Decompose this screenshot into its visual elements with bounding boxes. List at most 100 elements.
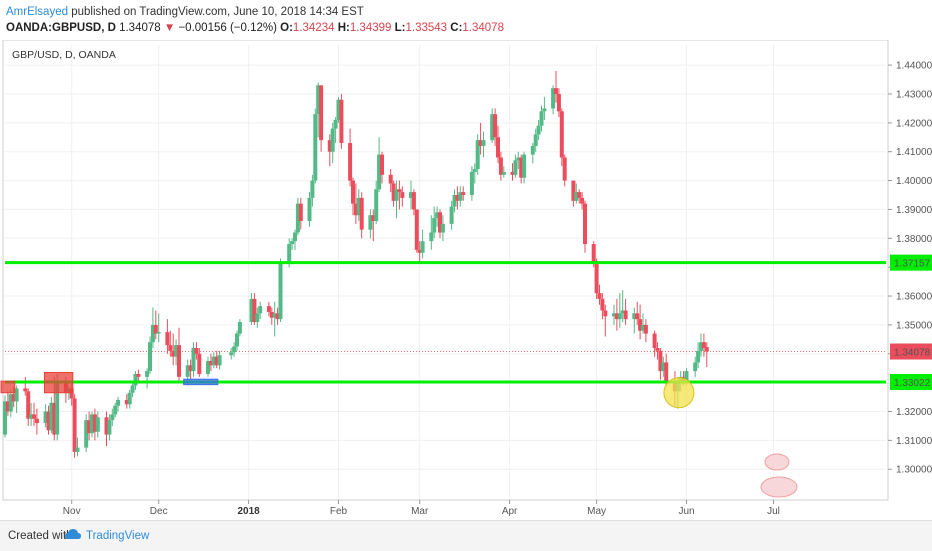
candle-body [29,414,34,419]
publish-line: AmrElsayed published on TradingView.com,… [6,6,364,18]
candle-body [380,154,384,175]
yellow-highlight-circle [663,377,695,409]
candle [658,347,663,380]
candle-body [359,197,364,230]
candle [165,319,170,354]
candle [191,342,196,377]
candle [583,200,587,253]
candle-body [255,313,260,323]
candle-body [623,310,628,320]
candle [353,183,358,224]
candle [168,330,173,357]
candle [440,215,445,242]
candle-body [214,356,219,366]
candle-body [194,347,199,354]
price-tick-label: 1.44000 [896,61,932,72]
candle [394,180,399,219]
candle-body [556,93,561,112]
candle-body [69,388,74,399]
candle [275,307,280,325]
candle [562,154,567,187]
footer-bar: Created with TradingView [0,520,932,551]
candle-body [498,157,503,175]
current-price-label: 1.34078 [894,348,931,359]
candle [307,192,312,227]
close-value: 1.34078 [462,22,504,34]
candle [29,402,34,426]
candle-body [377,154,382,190]
price-tick-label: 1.40000 [896,176,932,187]
time-axis[interactable]: Nov Dec 2018 Feb Mar Apr May Jun Jul [5,499,886,517]
price-tick-label: 1.43000 [896,89,932,100]
candle-body [110,414,115,421]
plot-area[interactable] [2,40,889,501]
candle [127,389,132,409]
candle-body [684,371,689,383]
price-chart[interactable]: 1.44000 1.43000 1.42000 1.41000 1.40000 1.390… [0,40,932,520]
level-price-label-bg [890,254,932,271]
candle [414,209,419,253]
candle [435,206,440,227]
tradingview-brand[interactable]: TradingView [86,530,150,542]
time-tick-label: Mar [411,506,429,517]
candle-body [522,154,527,178]
candle-body [658,350,663,372]
candle [472,163,477,184]
candle [14,385,19,413]
candle [278,258,283,323]
candle-body [461,192,466,196]
candle-body [52,402,57,435]
candle [455,186,460,210]
candle-body [353,203,358,216]
candle [32,402,36,426]
candle-body [113,405,118,415]
candle-body [75,447,80,452]
candle [235,330,239,351]
candle [266,301,271,317]
symbol-label: OANDA:GBPUSD, D [6,22,116,34]
candle-body [452,195,457,207]
candle [377,137,382,193]
candle [542,96,547,120]
candle-body [411,192,416,210]
price-tick-label: 1.36000 [896,292,932,303]
candle-body [84,420,89,448]
candle-body [655,347,660,351]
tradingview-cloud-icon[interactable] [64,528,82,542]
candle-body [26,391,31,419]
price-tick-label: 1.35000 [896,320,932,331]
candle-body [87,420,92,434]
candle [295,197,300,236]
candle [533,128,538,152]
author-link[interactable]: AmrElsayed [6,6,68,18]
candle [8,389,13,418]
candle-body [249,298,254,323]
candle-body [177,345,181,377]
candle [272,301,277,337]
candle-body [374,189,379,221]
candle-body [145,371,150,377]
candle-body [43,411,48,424]
candle-body [191,347,196,372]
candle [493,108,498,146]
candle [699,333,703,357]
blue-highlight-box [183,378,219,386]
candle [34,408,39,435]
candle [90,411,94,438]
candle-body [127,392,132,405]
candle-body [435,212,440,219]
candle [643,319,648,343]
price-axis[interactable]: 1.44000 1.43000 1.42000 1.41000 1.40000 1.390… [887,45,932,500]
candle [197,347,202,377]
candle-body [275,313,280,320]
candle-body [32,414,36,419]
candle-body [652,333,657,348]
candle-body [368,215,373,230]
candle-body [533,134,538,146]
candle-body [469,171,474,196]
candle-body [133,373,138,386]
candle [255,307,260,328]
candle-body [513,160,518,175]
candle [206,356,210,377]
candle-body [417,249,422,253]
